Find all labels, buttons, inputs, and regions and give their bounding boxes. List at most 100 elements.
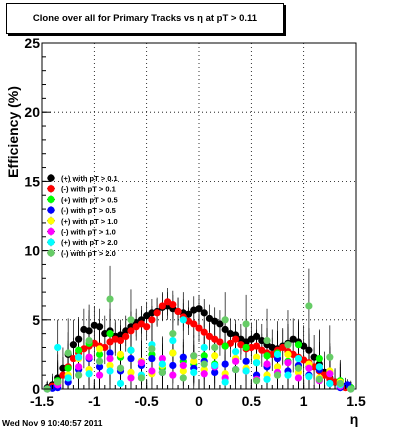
y-tick-label: 0 <box>32 381 40 397</box>
y-tick-label: 5 <box>32 312 40 328</box>
data-point <box>211 352 219 360</box>
data-point <box>315 363 323 371</box>
y-tick-label: 20 <box>24 104 40 120</box>
data-point <box>122 327 130 335</box>
data-point <box>221 325 229 334</box>
data-point <box>252 332 261 341</box>
data-point <box>200 370 208 378</box>
data-point <box>200 309 208 317</box>
data-point <box>263 352 271 360</box>
data-point <box>69 341 77 349</box>
data-point <box>106 330 114 338</box>
data-point <box>116 364 125 372</box>
data-point <box>85 327 93 335</box>
legend-label: (-) with pT > 2.0 <box>61 249 116 258</box>
data-point <box>294 364 303 372</box>
data-point <box>284 359 292 367</box>
data-point <box>347 385 355 393</box>
x-axis-title: η <box>350 411 359 427</box>
x-tick-label: 0.5 <box>242 393 262 409</box>
data-point <box>315 354 323 363</box>
title-box: Clone over all for Primary Tracks vs η a… <box>6 3 284 34</box>
data-point <box>127 346 135 354</box>
data-point <box>232 335 240 343</box>
data-point <box>315 375 323 383</box>
data-point <box>305 346 313 354</box>
data-point <box>116 379 125 388</box>
data-point <box>284 371 292 379</box>
data-point <box>143 323 151 331</box>
data-point <box>190 368 198 376</box>
axes: -1.5 -1 -0.5 0 0.5 1 1.5 0 5 10 15 20 25 <box>24 35 366 409</box>
data-point <box>263 336 271 345</box>
data-point <box>153 309 161 317</box>
x-tick-label: -0.5 <box>135 393 159 409</box>
data-point <box>294 341 303 349</box>
data-point <box>54 378 62 386</box>
data-point <box>122 332 130 341</box>
data-point <box>148 345 156 353</box>
data-point <box>221 360 229 368</box>
data-point <box>95 357 104 365</box>
data-point <box>305 372 313 381</box>
data-point <box>75 353 83 361</box>
legend-marker <box>47 195 55 203</box>
data-point <box>106 354 114 363</box>
data-point <box>190 320 198 328</box>
data-point <box>116 350 125 358</box>
data-point <box>294 354 303 363</box>
legend-marker <box>47 238 55 246</box>
data-point <box>127 368 135 376</box>
data-point <box>85 370 93 378</box>
y-tick-label: 10 <box>24 243 40 259</box>
data-point <box>305 364 313 372</box>
data-point <box>190 357 198 365</box>
data-point <box>75 346 83 354</box>
data-point <box>75 335 83 343</box>
data-point <box>158 302 166 310</box>
y-tick-label: 25 <box>24 35 40 51</box>
chart-title: Clone over all for Primary Tracks vs η a… <box>32 13 258 24</box>
data-point <box>106 367 114 375</box>
data-point <box>85 336 93 345</box>
data-point <box>326 353 334 361</box>
data-point <box>127 327 135 335</box>
x-tick-label: 1.5 <box>346 393 366 409</box>
y-axis-title: Efficiency (%) <box>5 86 21 178</box>
data-point <box>169 330 177 338</box>
legend-label: (+) with pT > 0.5 <box>61 195 118 204</box>
data-point <box>195 305 203 313</box>
data-point <box>242 357 250 365</box>
data-point <box>148 367 156 375</box>
data-point <box>211 368 219 376</box>
data-point <box>221 378 229 386</box>
data-point <box>106 361 114 370</box>
data-point <box>174 307 182 316</box>
data-point <box>195 324 203 332</box>
data-point <box>169 361 177 370</box>
data-point <box>179 316 187 324</box>
datestamp: Wed Nov 9 10:40:57 2011 <box>2 418 103 428</box>
data-point <box>232 366 240 374</box>
x-tick-label: -1 <box>88 393 101 409</box>
data-point <box>252 359 261 367</box>
legend-marker <box>47 206 55 214</box>
data-point <box>263 375 271 383</box>
data-point <box>179 367 187 375</box>
data-point <box>263 360 271 368</box>
data-point <box>116 336 125 345</box>
legend-label: (+) with pT > 0.1 <box>61 174 118 183</box>
data-point <box>200 328 208 336</box>
legend-marker <box>47 217 55 225</box>
data-point <box>242 320 250 328</box>
legend-marker <box>47 249 55 257</box>
data-point <box>85 353 93 361</box>
data-point <box>169 371 177 379</box>
data-point <box>75 363 83 371</box>
data-point <box>200 352 208 360</box>
data-point <box>252 377 261 385</box>
data-point <box>216 320 224 328</box>
data-point <box>190 352 198 360</box>
data-point <box>137 374 146 382</box>
